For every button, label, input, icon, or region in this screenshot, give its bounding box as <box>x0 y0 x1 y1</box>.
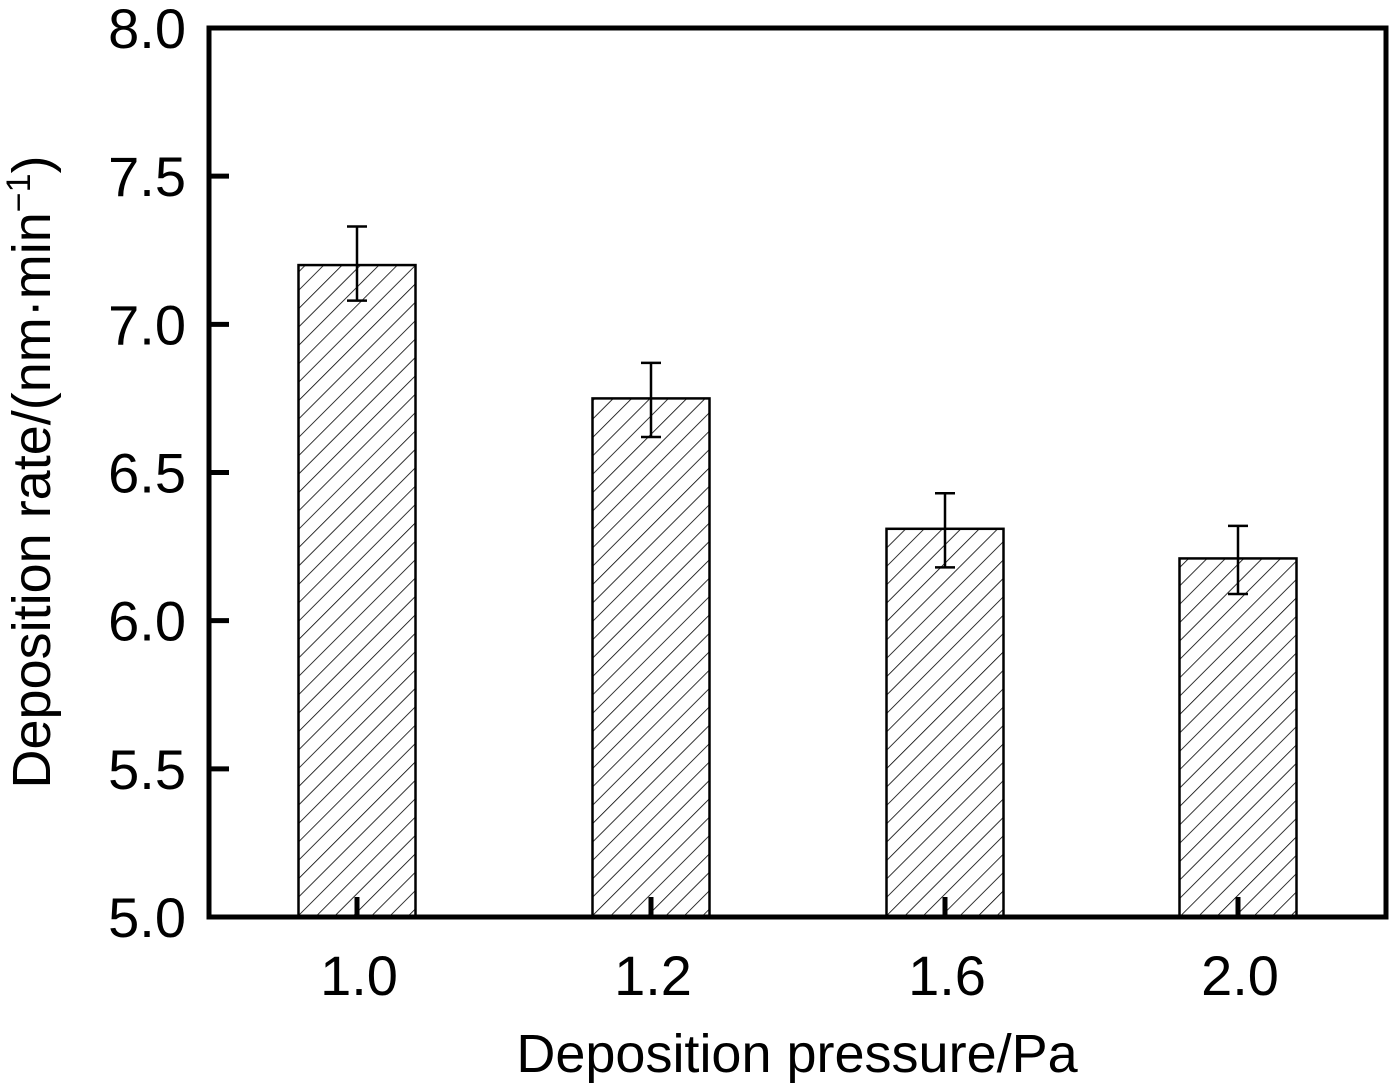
y-tick-labels: 5.0 5.5 6.0 6.5 7.0 7.5 8.0 <box>108 0 186 949</box>
y-tick-label: 5.5 <box>108 738 186 801</box>
bar <box>1178 557 1298 919</box>
y-tick-label: 5.0 <box>108 886 186 949</box>
x-tick-label: 1.6 <box>908 944 986 1007</box>
bar <box>885 527 1005 919</box>
y-axis-title: Deposition rate/(nm·min−1) <box>0 156 62 789</box>
y-tick-label: 7.0 <box>108 293 186 356</box>
bars-layer <box>297 263 1298 919</box>
y-tick-label: 7.5 <box>108 145 186 208</box>
y-axis-title-superscript: −1 <box>0 174 38 213</box>
x-tick-label: 2.0 <box>1201 944 1279 1007</box>
bar <box>591 397 711 919</box>
x-tick-labels: 1.0 1.2 1.6 2.0 <box>320 944 1279 1007</box>
x-axis-title: Deposition pressure/Pa <box>516 1024 1078 1084</box>
y-tick-label: 8.0 <box>108 0 186 60</box>
x-tick-label: 1.0 <box>320 944 398 1007</box>
y-tick-label: 6.0 <box>108 590 186 653</box>
error-bars-layer <box>347 225 1248 596</box>
bar <box>297 263 417 919</box>
y-axis-title-close: ) <box>2 156 62 174</box>
x-tick-label: 1.2 <box>614 944 692 1007</box>
y-axis-title-main: Deposition rate/(nm·min <box>2 212 62 788</box>
y-tick-label: 6.5 <box>108 442 186 505</box>
plot-frame <box>206 25 1389 920</box>
